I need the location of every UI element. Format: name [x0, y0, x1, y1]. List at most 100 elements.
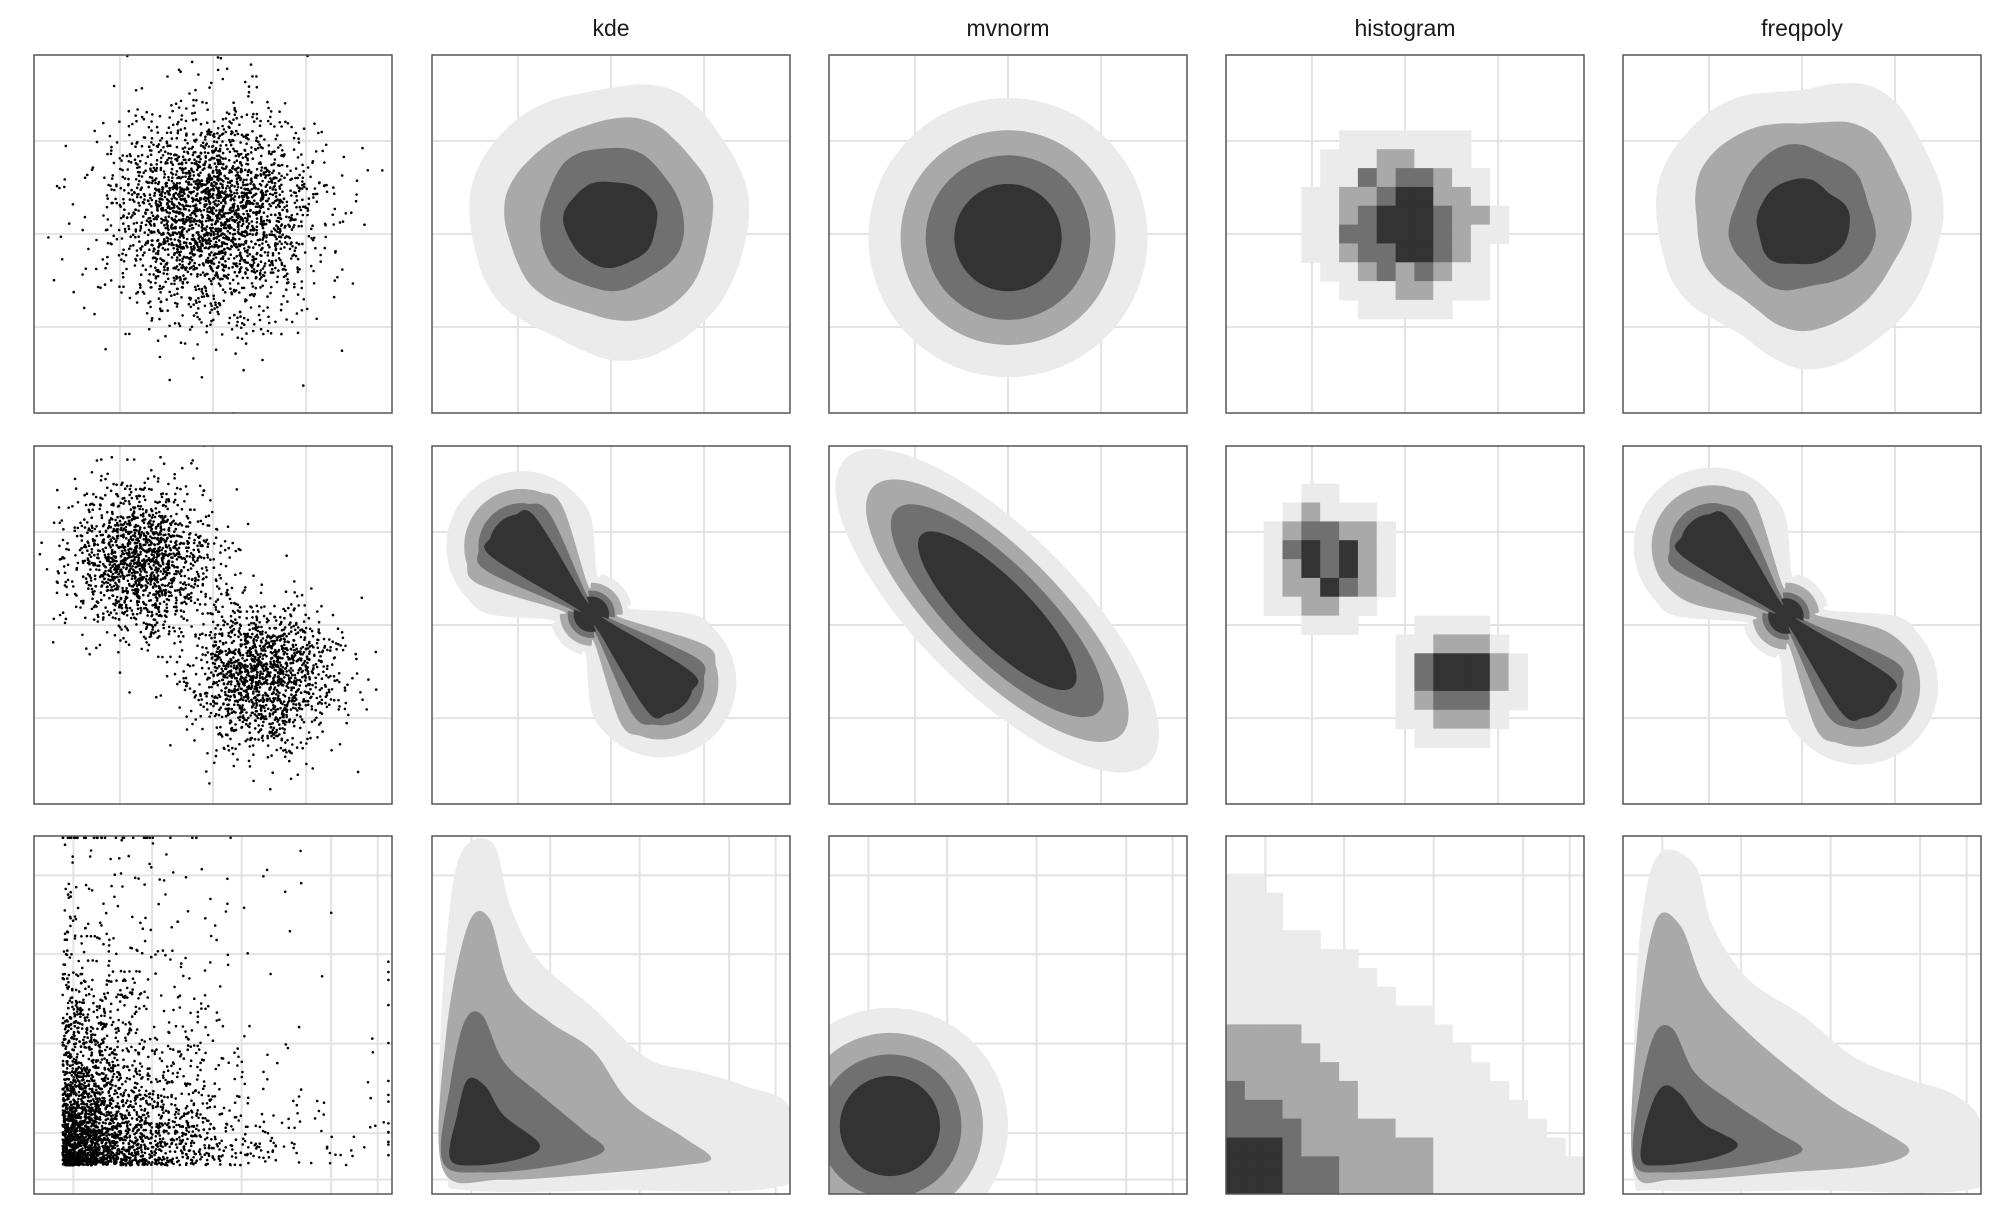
scatter-point [261, 242, 264, 245]
scatter-point [101, 562, 105, 566]
scatter-point [208, 242, 212, 246]
scatter-point [278, 727, 282, 730]
scatter-point [162, 242, 166, 245]
scatter-point [85, 492, 89, 496]
scatter-point [173, 293, 176, 297]
scatter-point [264, 193, 268, 196]
scatter-point [279, 217, 283, 221]
scatter-point [184, 167, 187, 170]
scatter-point [81, 273, 84, 276]
scatter-point [197, 637, 201, 640]
scatter-point [277, 257, 281, 260]
scatter-point [285, 634, 288, 638]
scatter-point [172, 500, 176, 504]
scatter-point [228, 181, 232, 185]
scatter-point [192, 133, 195, 136]
scatter-point [173, 279, 176, 282]
scatter-point [93, 312, 96, 316]
scatter-point [147, 327, 151, 331]
scatter-point [201, 237, 204, 240]
scatter-point [96, 543, 100, 546]
scatter-point [154, 202, 158, 205]
scatter-point [184, 241, 188, 245]
scatter-point [221, 77, 225, 81]
histogram-bin [1433, 168, 1453, 188]
histogram-bin [1376, 205, 1397, 226]
scatter-point [283, 206, 286, 209]
scatter-point [177, 120, 180, 124]
histogram-bin [1414, 224, 1434, 244]
scatter-point [300, 670, 304, 674]
scatter-point [196, 166, 200, 169]
scatter-point [251, 157, 255, 160]
scatter-point [120, 291, 123, 294]
scatter-point [170, 282, 173, 286]
scatter-point [167, 559, 171, 563]
scatter-point [263, 605, 266, 608]
scatter-point [159, 204, 162, 207]
scatter-point [133, 558, 136, 562]
scatter-point [117, 567, 120, 571]
scatter-point [159, 570, 162, 573]
scatter-point [169, 655, 172, 659]
scatter-point [99, 591, 103, 594]
scatter-point [238, 123, 241, 127]
scatter-point [138, 179, 141, 183]
scatter-point [251, 285, 255, 288]
scatter-point [154, 623, 157, 627]
scatter-point [304, 647, 308, 650]
scatter-point [265, 183, 269, 186]
scatter-point [363, 223, 366, 226]
scatter-point [221, 157, 225, 160]
scatter-point [260, 254, 263, 258]
scatter-point [115, 612, 118, 615]
scatter-point [262, 720, 265, 724]
scatter-point [226, 177, 230, 180]
scatter-point [192, 264, 195, 268]
scatter-point [232, 666, 236, 670]
scatter-point [201, 727, 204, 731]
scatter-point [206, 207, 209, 210]
scatter-point [122, 285, 125, 289]
scatter-point [187, 228, 191, 232]
scatter-point [267, 180, 271, 184]
scatter-point [110, 552, 113, 555]
scatter-point [165, 298, 168, 301]
scatter-point [162, 623, 165, 626]
scatter-point [192, 174, 196, 177]
scatter-point [198, 263, 201, 267]
scatter-point [324, 235, 328, 239]
scatter-point [150, 198, 154, 202]
scatter-point [227, 273, 230, 277]
scatter-point [170, 197, 174, 201]
scatter-point [202, 295, 206, 298]
scatter-point [218, 209, 222, 212]
scatter-point [201, 582, 205, 586]
scatter-point [311, 634, 315, 638]
scatter-point [129, 599, 133, 603]
scatter-point [146, 610, 150, 614]
scatter-point [281, 233, 285, 236]
scatter-point [174, 601, 178, 605]
scatter-point [94, 584, 97, 588]
scatter-point [279, 308, 283, 312]
scatter-point [123, 545, 127, 549]
scatter-point [108, 544, 111, 547]
scatter-point [184, 583, 188, 587]
scatter-point [193, 240, 197, 244]
histogram-bin [1395, 130, 1415, 150]
scatter-point [303, 690, 307, 693]
scatter-point [130, 188, 133, 192]
scatter-point [217, 136, 220, 140]
scatter-point [252, 674, 255, 678]
scatter-point [111, 589, 115, 592]
scatter-point [96, 556, 100, 560]
scatter-point [230, 210, 234, 213]
scatter-point [133, 515, 136, 519]
scatter-point [206, 676, 210, 680]
scatter-point [302, 170, 305, 173]
scatter-point [84, 577, 88, 580]
scatter-point [237, 271, 241, 274]
scatter-point [84, 545, 88, 549]
scatter-point [207, 524, 211, 527]
